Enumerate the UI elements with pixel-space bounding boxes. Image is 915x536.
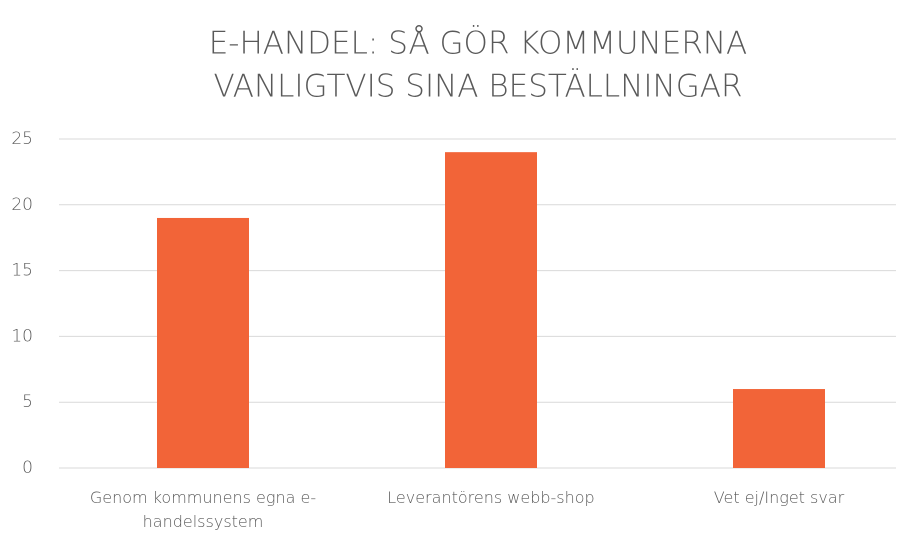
y-tick-label: 25 xyxy=(11,129,33,149)
y-tick-label: 5 xyxy=(22,392,33,412)
y-tick-label: 10 xyxy=(11,326,33,346)
x-tick-label: Leverantörens webb-shop xyxy=(387,488,595,507)
x-tick-label: Genom kommunens egna e-handelssystem xyxy=(89,488,317,531)
bar xyxy=(733,389,825,468)
y-tick-label: 15 xyxy=(11,261,33,281)
bar xyxy=(445,152,537,468)
x-tick-label: Vet ej/Inget svar xyxy=(713,488,845,507)
chart-title: VANLIGTVIS SINA BESTÄLLNINGAR xyxy=(214,69,743,105)
chart-title: E-HANDEL: SÅ GÖR KOMMUNERNA xyxy=(209,25,748,62)
y-tick-label: 20 xyxy=(11,195,33,215)
bar xyxy=(157,217,249,468)
y-tick-label: 0 xyxy=(22,458,33,478)
